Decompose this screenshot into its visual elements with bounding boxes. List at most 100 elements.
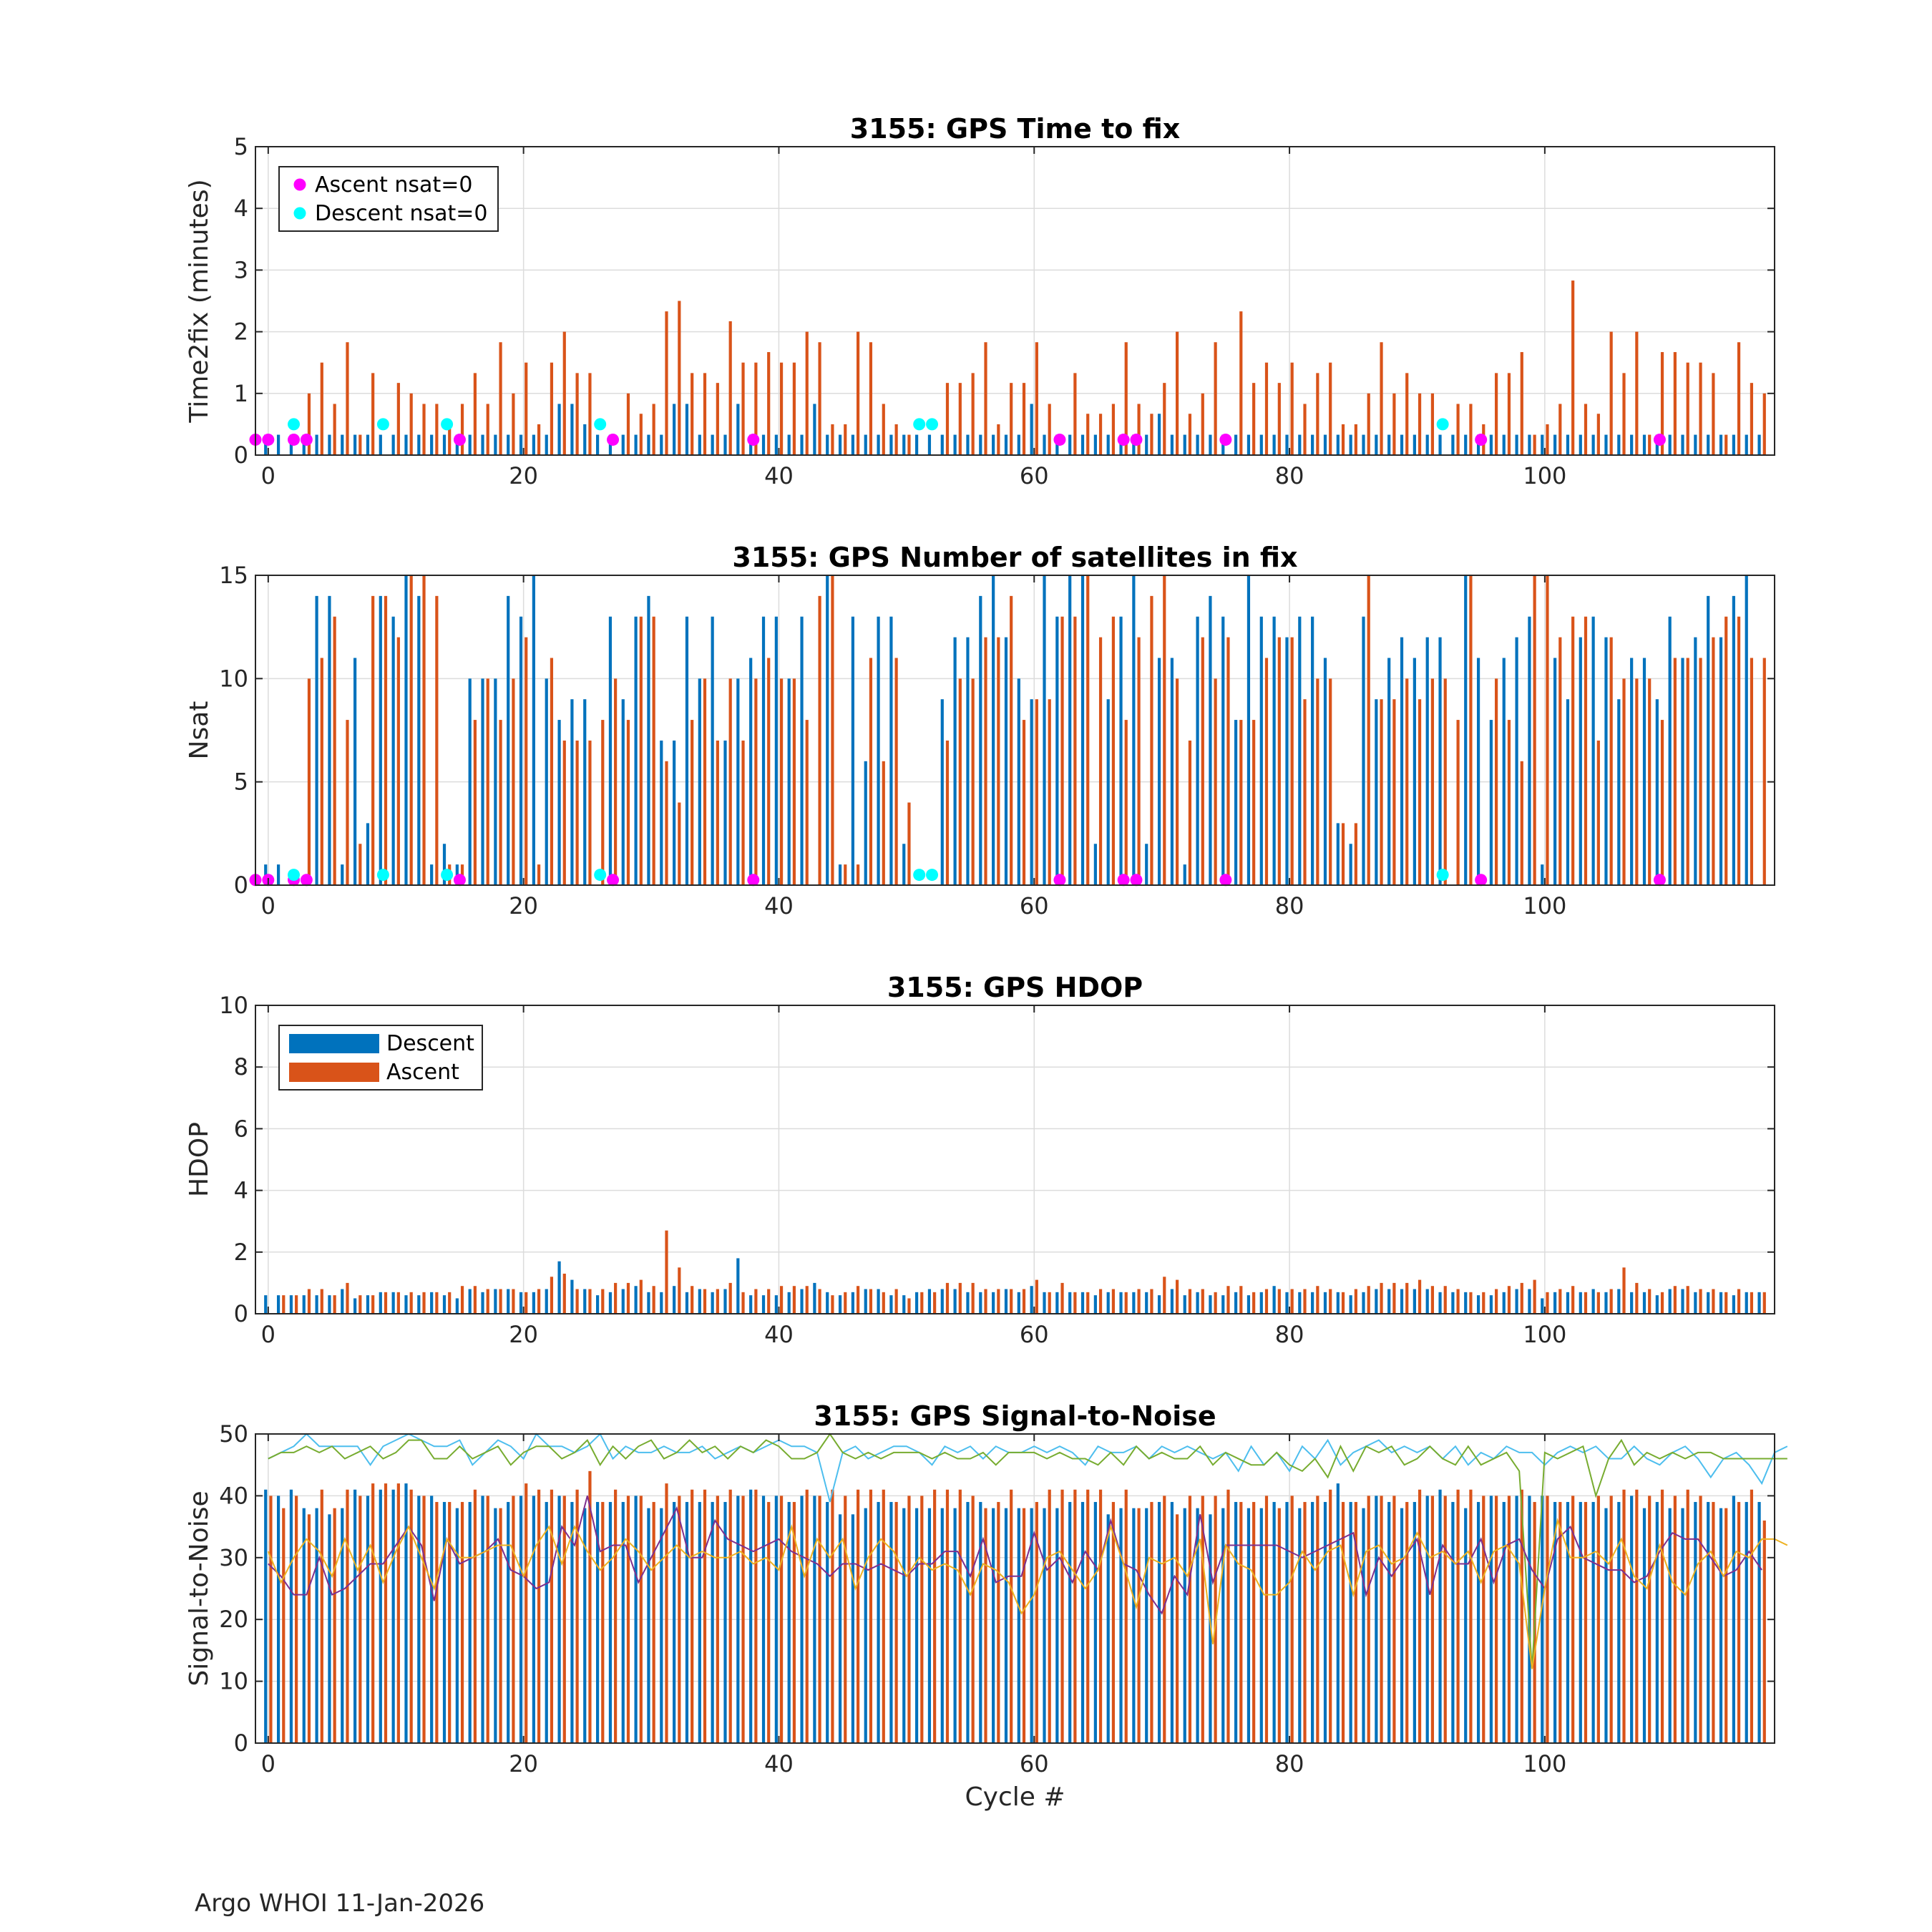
ascent-bar [371,1483,375,1743]
ascent-bar [1507,373,1511,455]
ascent-bar [1264,1496,1269,1743]
ascent-bar [1214,678,1217,885]
ascent-bar [1022,383,1026,455]
ascent-bar [691,1489,694,1743]
descent-bar [826,1502,829,1743]
ascent-bar [1303,1289,1307,1314]
descent-bar [264,1489,268,1743]
descent-bar [1757,1502,1761,1743]
descent-bar [1655,699,1659,885]
descent-bar [481,1292,484,1314]
ascent-bar [614,1282,618,1314]
descent-bar [1438,434,1442,455]
ascent-bar [1405,1502,1409,1743]
descent-bar [1681,658,1684,885]
ascent-bar [550,1277,554,1314]
descent-bar [1745,434,1748,455]
descent-bar [761,616,766,885]
descent-bar [1694,434,1697,455]
descent-bar [736,1258,740,1314]
descent-bar [1642,1508,1646,1743]
descent-bar [1336,823,1340,885]
descent-bar [1425,637,1429,885]
ascent-bar [1137,1289,1141,1314]
descent-bar [1221,1295,1225,1314]
ascent-bar [1418,393,1422,455]
descent-bar [1119,1292,1123,1314]
descent-bar [749,1489,753,1743]
descent-bar [1285,434,1289,455]
descent-bar [417,595,421,885]
ascent-bar [652,1286,655,1314]
descent-bar [1387,1289,1391,1314]
descent-bar [711,1502,714,1743]
x-tick-label: 0 [261,1321,275,1348]
ascent-nsat0-marker [1053,874,1066,887]
ascent-bar [639,1279,643,1314]
ascent-bar [1686,362,1689,455]
y-axis-label: Time2fix (minutes) [185,179,214,423]
ascent-bar [1469,1292,1473,1314]
descent-bar [953,1508,957,1743]
ascent-bar [1163,1277,1166,1314]
ascent-bar [562,331,566,455]
descent-bar [927,1508,932,1743]
descent-bar [276,1496,280,1743]
descent-bar [545,1502,548,1743]
ascent-bar [537,1489,541,1743]
ascent-bar [396,1292,400,1314]
descent-bar [1617,434,1621,455]
x-tick-label: 60 [1020,892,1049,919]
ascent-bar [1290,1496,1294,1743]
chart-panel-1: 0 20 40 60 80 100 0 1 2 3 4 5 3155: GPS Time to fix T… [185,113,1775,489]
x-tick-label: 0 [261,1750,275,1777]
ascent-bar [1596,1496,1600,1743]
descent-bar [838,864,842,885]
descent-bar [800,1496,804,1743]
ascent-bar [396,383,400,455]
descent-bar [647,1292,650,1314]
descent-bar [1655,1502,1659,1743]
descent-bar [851,616,854,885]
descent-bar [315,1295,318,1314]
descent-bar [1336,1483,1340,1743]
ascent-bar [1507,1286,1511,1314]
ascent-bar [1252,1292,1256,1314]
descent-bar [813,1282,816,1314]
ascent-bar [396,637,400,885]
descent-bar [430,1292,434,1314]
ascent-bar [1495,1289,1498,1314]
descent-bar [1528,434,1531,455]
ascent-nsat0-marker [453,433,466,446]
descent-bar [1681,434,1684,455]
ascent-bar [1622,373,1626,455]
descent-bar [711,1292,714,1314]
ascent-bar [1520,352,1523,455]
descent-bar [1387,434,1391,455]
descent-bar [1145,844,1148,885]
descent-bar [570,404,574,455]
y-tick-label: 30 [219,1544,248,1571]
ascent-bar [1546,1496,1549,1743]
ascent-nsat0-marker [1475,874,1488,887]
ascent-bar [869,1289,873,1314]
ascent-bar [1277,383,1281,455]
ascent-bar [358,434,362,455]
descent-bar [1451,1502,1455,1743]
ascent-bar [945,383,950,455]
ascent-bar [1137,1508,1141,1743]
descent-bar [1387,1502,1391,1743]
ascent-bar [1341,424,1345,455]
ascent-bar [422,1496,426,1743]
descent-bar [1566,1292,1570,1314]
ascent-bar [1111,1502,1116,1743]
descent-bar [1017,434,1020,455]
ascent-bar [614,1489,618,1743]
chart-panel-3: 0 20 40 60 80 100 0 2 4 6 8 10 3155: GPS HDOP HDOP Des… [185,972,1775,1348]
descent-bar [1591,616,1595,885]
ascent-bar [894,424,898,455]
ascent-bar [346,342,349,455]
ascent-nsat0-marker [262,433,275,446]
ascent-bar [869,342,873,455]
descent-bar [430,864,434,885]
